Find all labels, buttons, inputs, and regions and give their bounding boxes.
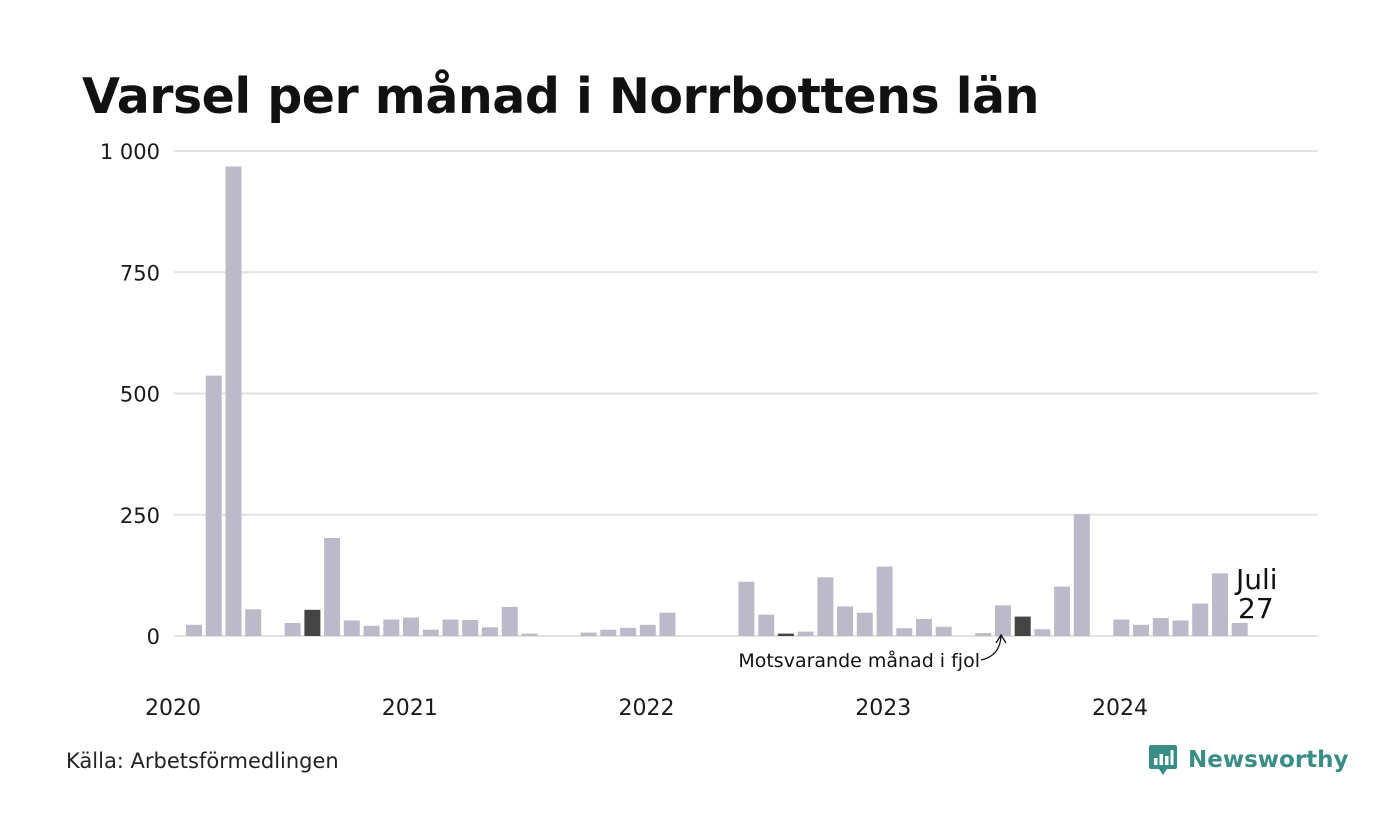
bar-same-month-previous-year <box>1014 616 1031 636</box>
bar <box>896 628 913 636</box>
source-note: Källa: Arbetsförmedlingen <box>66 749 339 773</box>
current-value-label: 27 <box>1238 592 1274 625</box>
y-tick-label: 500 <box>120 383 160 407</box>
bar <box>462 620 479 636</box>
y-tick-label: 250 <box>120 504 160 528</box>
bar <box>1113 619 1130 636</box>
bars <box>186 166 1248 636</box>
bar-same-month-previous-year <box>777 633 794 636</box>
bar <box>442 619 459 636</box>
bar <box>363 625 380 636</box>
annotation-arrow <box>980 635 1002 661</box>
bar <box>324 538 341 636</box>
annotations: Juli 27 Motsvarande månad i fjol <box>738 563 1277 672</box>
bar <box>856 612 873 636</box>
bar <box>186 624 202 636</box>
bar <box>343 620 360 636</box>
bar <box>817 577 834 636</box>
bar <box>975 633 992 636</box>
bar <box>916 619 932 636</box>
x-tick-label: 2022 <box>619 696 675 721</box>
y-tick-label: 1 000 <box>100 140 160 164</box>
bar <box>837 606 854 636</box>
bar <box>1231 622 1248 636</box>
brand-name: Newsworthy <box>1188 747 1349 773</box>
bar <box>935 626 952 636</box>
bar <box>1152 618 1169 636</box>
bar <box>659 612 676 636</box>
bar <box>1192 603 1209 636</box>
bar <box>205 375 222 636</box>
bar <box>738 581 755 636</box>
bar <box>284 622 301 636</box>
y-axis-ticks: 0 250 500 750 1 000 <box>100 140 160 649</box>
bar <box>994 605 1011 636</box>
bar <box>422 629 439 636</box>
bar <box>1073 514 1090 636</box>
x-tick-label: 2023 <box>855 696 911 721</box>
bar <box>521 633 538 636</box>
bar <box>639 624 656 636</box>
bar <box>481 627 498 636</box>
bar <box>245 609 262 636</box>
bar <box>1034 629 1051 636</box>
bar <box>225 166 242 636</box>
chart-title: Varsel per månad i Norrbottens län <box>82 68 1040 125</box>
gridlines <box>174 150 1318 637</box>
bar <box>797 631 814 636</box>
annotation-arrow-head <box>995 633 1007 644</box>
bar <box>501 606 518 636</box>
bar <box>580 632 597 636</box>
x-tick-label: 2024 <box>1092 696 1148 721</box>
bar <box>758 614 775 636</box>
bar <box>403 617 419 636</box>
bar <box>1054 586 1071 636</box>
bar <box>1212 573 1228 636</box>
bar <box>1133 624 1149 636</box>
newsworthy-logo-icon <box>1149 745 1177 775</box>
y-tick-label: 750 <box>120 261 160 285</box>
x-tick-label: 2021 <box>382 696 438 721</box>
x-tick-label: 2020 <box>145 696 201 721</box>
bar <box>1172 620 1189 636</box>
bar <box>620 627 637 636</box>
bar <box>383 619 400 636</box>
bar <box>876 566 893 636</box>
bar-same-month-previous-year <box>304 609 321 636</box>
x-axis-ticks: 2020 2021 2022 2023 2024 <box>145 696 1148 721</box>
bar-chart: 0 250 500 750 1 000 2020 2021 2022 2023 2024 Jul… <box>100 140 1318 721</box>
current-month-label: Juli <box>1234 563 1278 596</box>
bar <box>600 629 617 636</box>
previous-year-note: Motsvarande månad i fjol <box>738 649 980 672</box>
y-tick-label: 0 <box>147 625 160 649</box>
brand-logo: Newsworthy <box>1148 743 1349 777</box>
